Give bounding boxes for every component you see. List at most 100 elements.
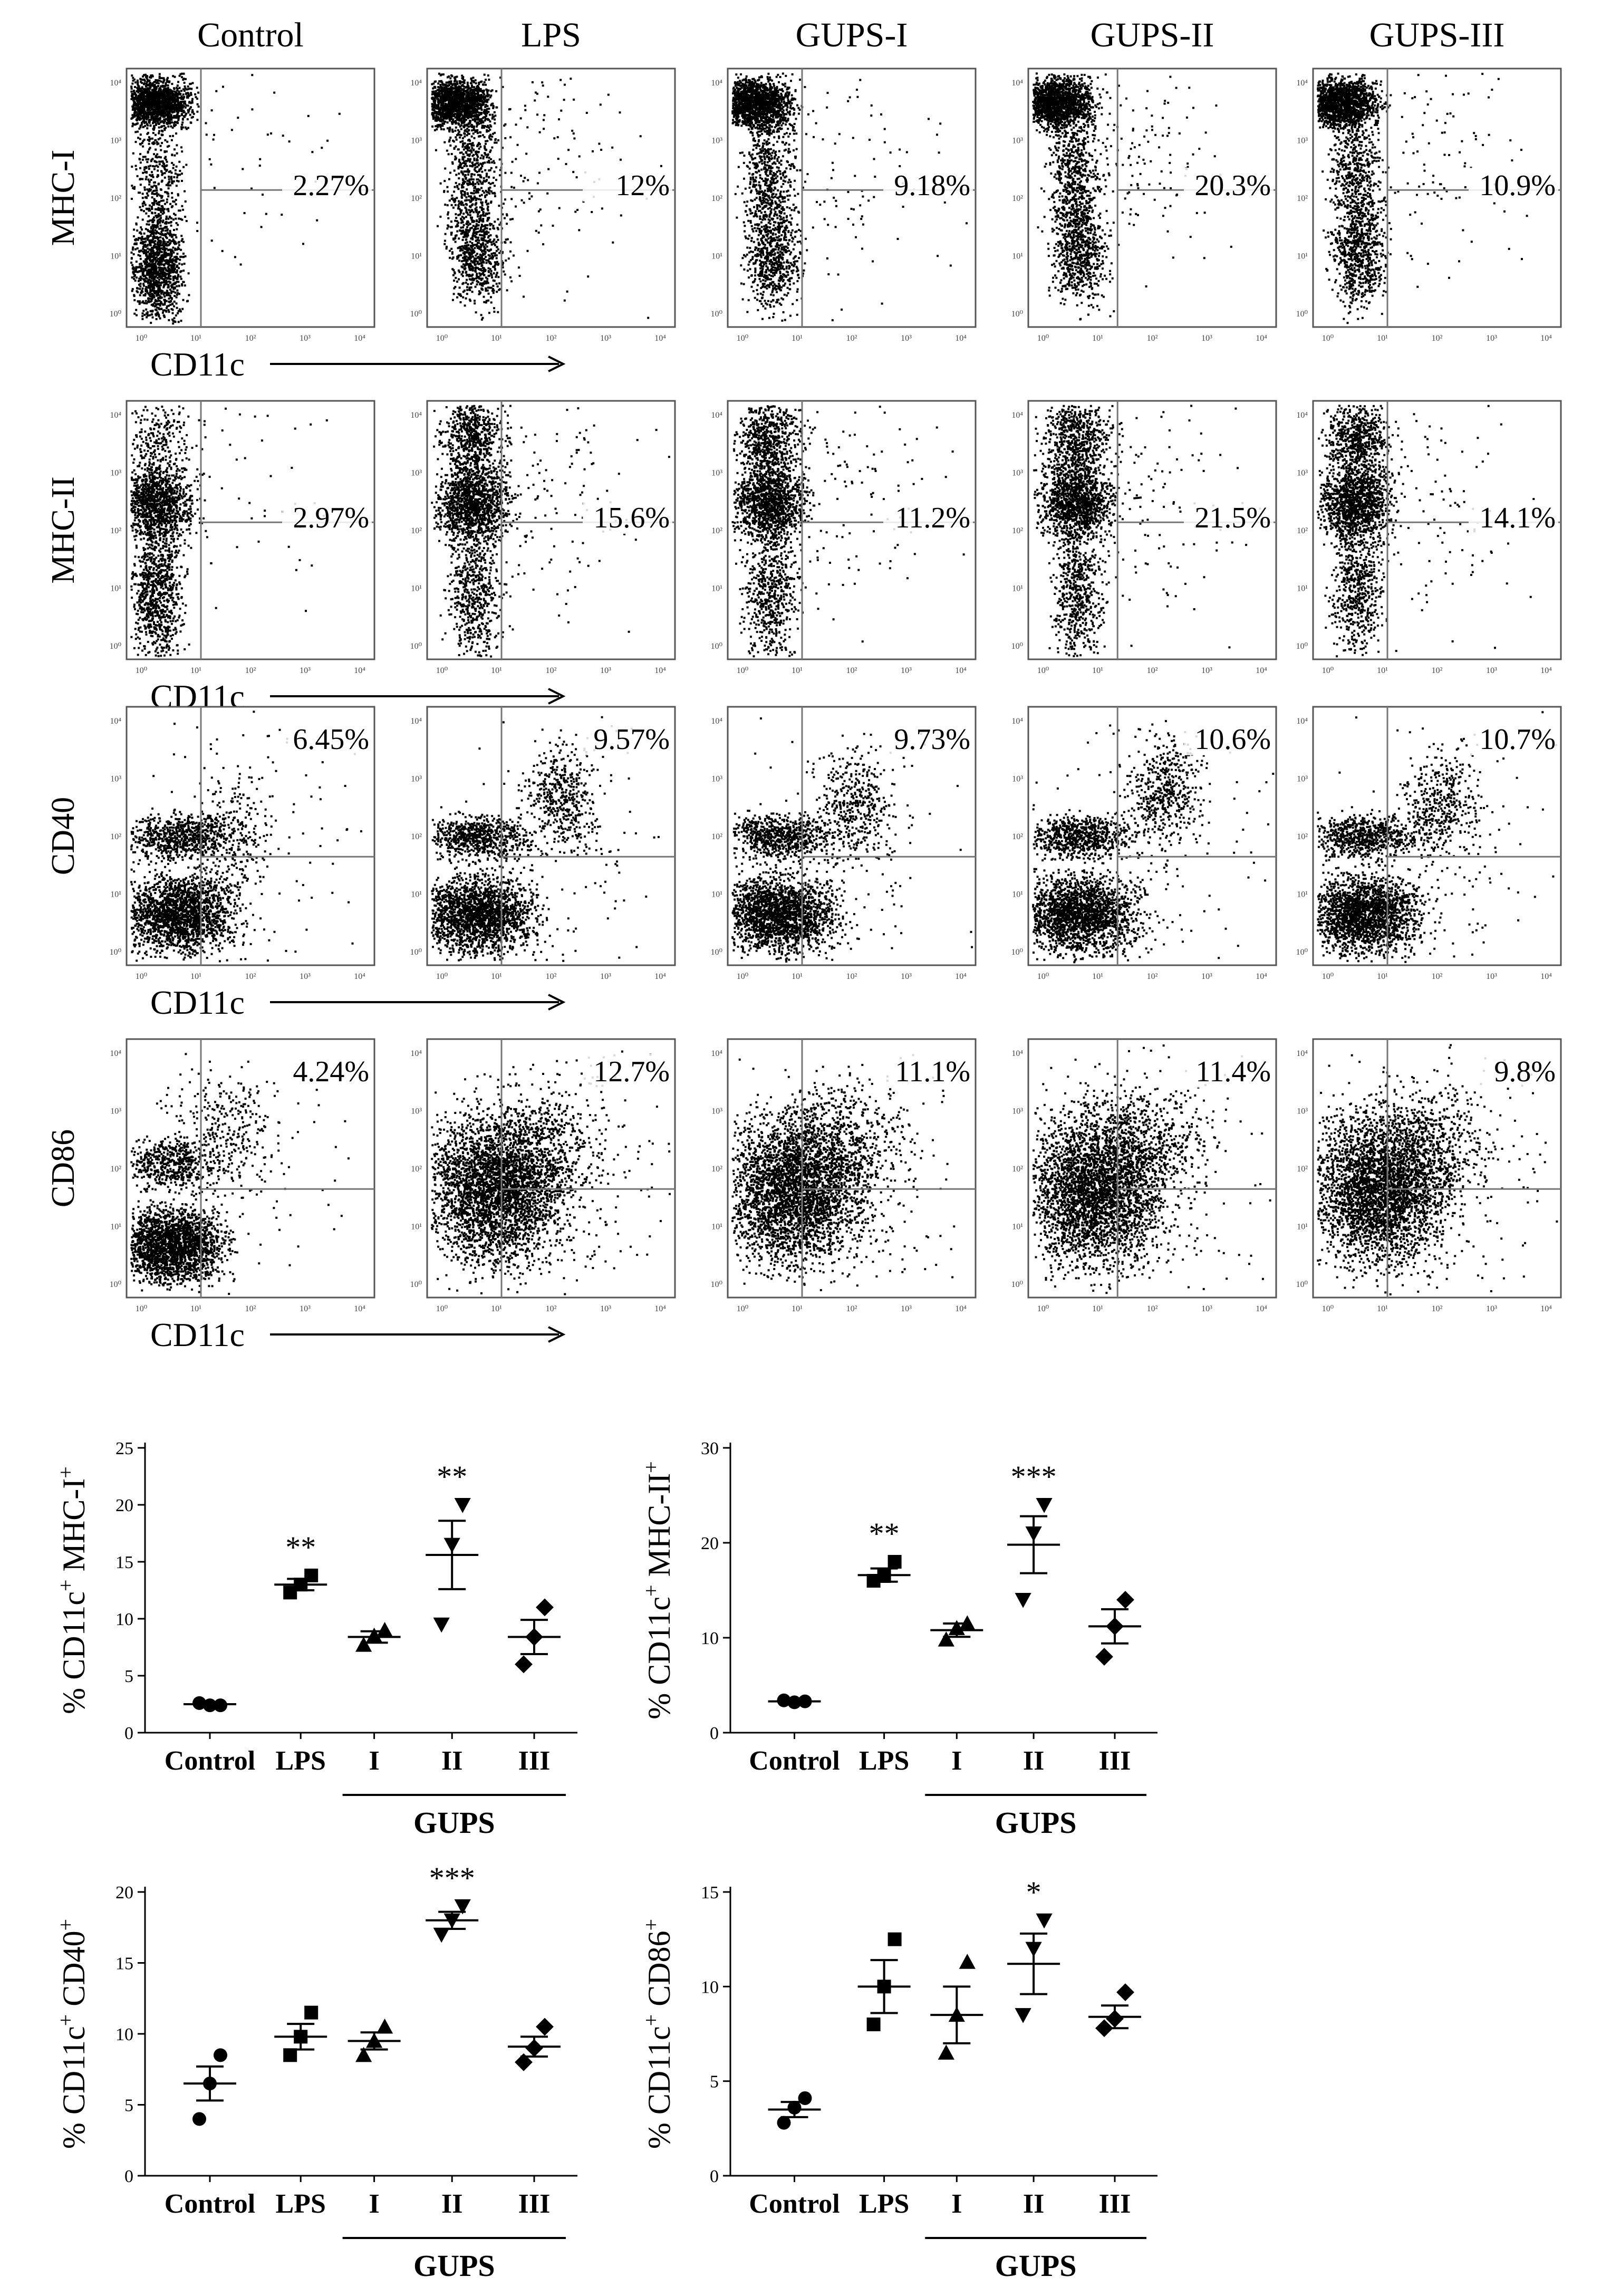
quadrant-percent: 6.45% [293,723,369,756]
x-category-label: II [441,1746,462,1776]
y-tick-label: 10⁴ [1296,79,1308,88]
point-triangle-down [454,1498,471,1513]
y-tick-label: 10³ [411,137,422,146]
y-tick-label: 10¹ [1297,252,1308,261]
y-tick-label: 5 [124,2096,133,2116]
x-tick-label: 10² [546,334,557,343]
y-tick-label: 10⁴ [1296,411,1308,420]
percent-backdrop [583,500,672,534]
quadrant-percent: 11.4% [1195,1055,1271,1088]
x-tick-label: 10¹ [190,1304,201,1313]
y-tick-label: 10⁴ [711,411,722,420]
x-category-label: LPS [276,2189,326,2219]
x-tick-label: 10⁰ [1322,334,1334,343]
point-diamond [1116,1591,1134,1609]
point-triangle-up [959,1954,976,1969]
x-tick-label: 10⁴ [354,666,365,675]
percent-backdrop [583,168,672,201]
superscript: + [54,1579,78,1591]
group-label: GUPS [413,1805,495,1840]
x-tick-label: 10² [1147,972,1158,981]
event-dots [1317,711,1557,963]
x-tick-label: 10⁴ [1540,1304,1552,1313]
x-tick-label: 10³ [1486,334,1497,343]
x-category-label: I [951,2189,962,2219]
label-part: MHC-II [642,1473,677,1585]
x-tick-label: 10³ [600,972,611,981]
row-label-cd40: CD40 [45,797,81,875]
y-tick-label: 10³ [1297,1107,1308,1116]
y-tick-label: 10¹ [110,1223,121,1232]
y-tick-label: 10⁴ [1011,411,1023,420]
y-tick-label: 10⁰ [110,310,121,319]
x-axis-label-cd11c: CD11c [150,984,245,1021]
y-tick-label: 10² [711,1165,722,1174]
x-tick-label: 10⁴ [354,1304,365,1313]
quadrant-percent: 11.2% [895,502,970,534]
y-tick-label: 10² [110,832,121,841]
quadrant-percent: 12% [615,169,670,202]
x-tick-label: 10⁰ [436,1304,448,1313]
event-dots [731,717,973,963]
y-axis-label: % CD11c+ CD86+ [639,1919,677,2149]
percent-backdrop [1184,168,1274,201]
dot-plot-mhc-ii-gups-ii: 10⁰ 10⁰ 10¹ 10¹ 10² 10² 10³ 10³ 10⁴ 10⁴ 21.5% [1011,400,1277,675]
quadrant-percent: 10.7% [1479,723,1556,756]
x-tick-label: 10¹ [491,972,502,981]
point-square [283,2048,297,2062]
point-triangle-down [1015,1593,1031,1608]
series-control [184,1696,236,1713]
event-dots [130,710,362,963]
x-category-label: Control [749,2189,840,2219]
significance-marker: *** [429,1861,475,1895]
point-diamond [536,2018,554,2036]
percent-backdrop [282,1054,372,1088]
x-tick-label: 10¹ [1092,334,1103,343]
event-dots [731,1054,962,1291]
significance-marker: *** [1011,1459,1057,1494]
series-lps: ** [274,1530,327,1600]
label-part: CD40 [56,1930,91,2014]
y-tick-label: 20 [115,1496,133,1515]
dot-plot-mhc-i-gups-ii: 10⁰ 10⁰ 10¹ 10¹ 10² 10² 10³ 10³ 10⁴ 10⁴ 20.3% [1011,68,1277,343]
y-tick-label: 10¹ [711,890,722,899]
series-lps: ** [857,1516,911,1588]
y-tick-label: 10¹ [711,584,722,593]
y-tick-label: 10³ [711,1107,722,1116]
x-tick-label: 10¹ [491,334,502,343]
superscript: + [639,2014,663,2026]
series-i [348,2018,401,2062]
x-tick-label: 10⁴ [955,666,967,675]
quadrant-percent: 20.3% [1194,169,1271,202]
column-header-control: Control [197,16,304,54]
dot-plot-cd86-gups-i: 10⁰ 10⁰ 10¹ 10¹ 10² 10² 10³ 10³ 10⁴ 10⁴ 11.1% [711,1038,977,1313]
y-tick-label: 10⁰ [110,948,121,957]
x-tick-label: 10¹ [190,972,201,981]
y-tick-label: 10⁰ [110,1280,121,1289]
x-tick-label: 10¹ [190,334,201,343]
y-tick-label: 10³ [411,469,422,478]
x-tick-label: 10² [1432,972,1443,981]
x-tick-label: 10² [846,1304,857,1313]
x-tick-label: 10³ [1486,1304,1497,1313]
series-control [768,2091,821,2130]
x-tick-label: 10² [1147,666,1158,675]
point-diamond [1095,1648,1113,1666]
y-tick-label: 10³ [711,469,722,478]
superscript: + [639,1584,663,1597]
y-tick-label: 10⁰ [711,948,722,957]
x-axis-arrowhead [548,1326,566,1343]
group-label: GUPS [995,2249,1077,2283]
y-tick-label: 10⁰ [410,310,422,319]
quadrant-percent: 15.6% [593,502,670,534]
series-iii [1088,1983,1141,2038]
y-tick-label: 10⁰ [1296,948,1308,957]
y-tick-label: 10¹ [1297,890,1308,899]
x-tick-label: 10² [1147,334,1158,343]
y-tick-label: 10² [110,194,121,203]
event-dots [1033,405,1261,657]
event-dots [1317,1044,1558,1295]
x-tick-label: 10¹ [792,972,803,981]
significance-marker: ** [869,1516,900,1551]
quadrant-percent: 21.5% [1194,502,1271,534]
